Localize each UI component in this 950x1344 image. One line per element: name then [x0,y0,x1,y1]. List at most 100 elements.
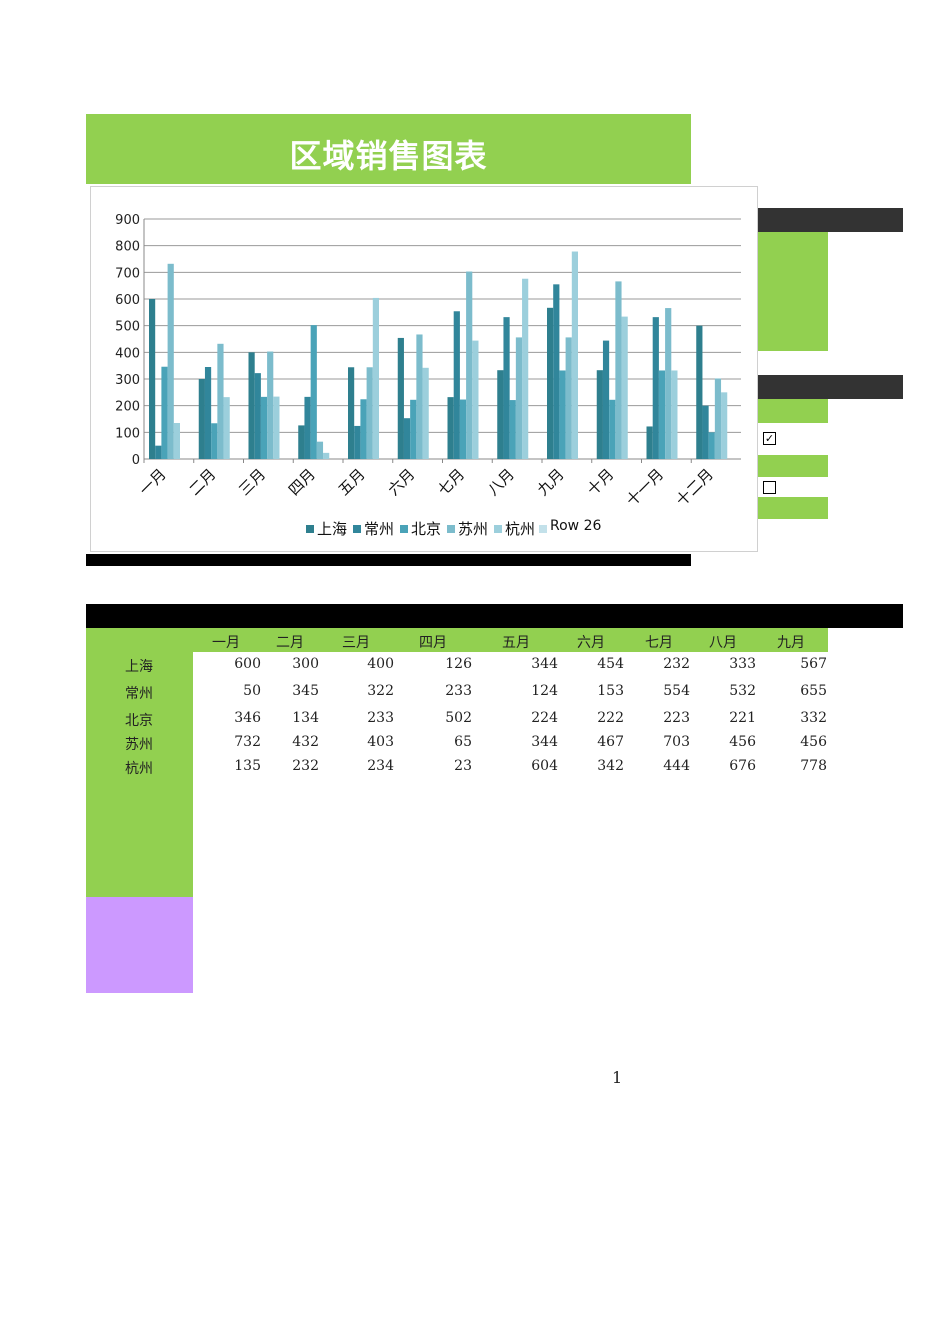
bar-杭州-六月 [422,367,429,459]
x-tick-label: 七月 [434,465,468,499]
bar-苏州-十月 [615,281,622,459]
bar-上海-七月 [447,397,454,459]
legend-swatch-杭州 [494,525,502,533]
bar-常州-十二月 [702,405,709,459]
table-cell: 456 [800,734,827,750]
legend-label: 北京 [411,520,441,538]
table-cell: 221 [729,710,756,726]
bar-苏州-二月 [217,343,224,459]
table-row-label: 常州 [125,686,153,702]
bar-北京-十一月 [658,370,666,459]
y-tick-label: 200 [115,400,140,415]
bar-杭州-五月 [372,297,379,459]
table-header-band [86,604,903,628]
bar-上海-二月 [198,379,205,459]
table-row-label-column [86,628,193,897]
legend-swatch-上海 [306,525,314,533]
table-column-header: 三月 [342,635,370,651]
checkbox-unchecked[interactable] [763,481,776,494]
bar-上海-六月 [397,337,404,459]
title-banner: 区域销售图表 [86,114,691,184]
bar-杭州-三月 [273,396,280,459]
y-tick-label: 0 [132,453,140,468]
table-cell: 135 [234,758,261,774]
table-cell: 65 [454,734,472,750]
bar-北京-七月 [459,399,467,459]
table-column-header: 二月 [276,635,304,651]
legend-label: 杭州 [505,520,535,538]
table-cell: 655 [800,683,827,699]
bar-苏州-六月 [416,334,423,459]
bar-苏州-四月 [316,441,324,459]
checkbox-checked[interactable]: ✓ [763,432,776,445]
table-cell: 232 [292,758,319,774]
x-tick-label: 一月 [136,465,170,499]
table-cell: 467 [597,734,624,750]
y-tick-label: 500 [115,320,140,335]
bar-苏州-八月 [515,337,523,459]
table-cell: 344 [531,656,558,672]
table-cell: 342 [597,758,624,774]
table-cell: 554 [663,683,690,699]
table-cell: 222 [597,710,624,726]
bar-杭州-十一月 [671,370,678,459]
bar-上海-八月 [497,370,504,459]
table-purple-block [86,897,193,993]
x-tick-label: 十一月 [623,465,668,510]
table-cell: 50 [243,683,261,699]
y-tick-label: 900 [115,213,140,228]
bar-杭州-八月 [522,278,529,459]
page-number: 1 [612,1068,623,1087]
table-cell: 332 [800,710,827,726]
table-cell: 124 [531,683,558,699]
side-panel-row-3 [758,497,828,519]
bar-上海-十月 [596,370,603,459]
bar-常州-九月 [553,284,560,459]
bar-苏州-一月 [167,263,174,459]
x-tick-label: 八月 [484,465,518,499]
bar-杭州-九月 [571,251,578,459]
table-column-header: 七月 [645,635,673,651]
bar-常州-五月 [354,425,361,459]
legend-swatch-北京 [400,525,408,533]
table-cell: 233 [445,683,472,699]
side-panel-block-1 [758,232,828,351]
table-cell: 153 [597,683,624,699]
legend-label: 常州 [364,520,394,538]
chart-bottom-bar [86,554,691,566]
y-tick-label: 700 [115,266,140,281]
table-cell: 532 [729,683,756,699]
bar-苏州-九月 [565,337,572,459]
table-column-header-row [193,628,828,652]
bar-常州-八月 [503,317,510,459]
table-cell: 444 [663,758,690,774]
table-column-header: 六月 [577,635,605,651]
bar-北京-八月 [509,400,516,459]
x-tick-label: 九月 [534,465,568,499]
side-panel-row-2 [758,455,828,477]
y-tick-label: 300 [115,373,140,388]
table-column-header: 四月 [419,635,447,651]
bar-上海-三月 [248,352,255,459]
legend-swatch-row26 [539,525,547,533]
table-cell: 300 [292,656,319,672]
bar-常州-四月 [304,396,311,459]
bar-北京-四月 [310,325,317,459]
y-tick-label: 400 [115,346,140,361]
bar-北京-二月 [211,423,218,459]
bar-常州-六月 [403,418,411,459]
table-cell: 233 [367,710,394,726]
table-cell: 346 [234,710,261,726]
bar-chart: 0 100 200 300 400 500 600 700 800 900 一月 二月 三月 四月 五月 六月… [115,213,741,538]
table-cell: 344 [531,734,558,750]
bar-北京-六月 [410,399,417,459]
bar-常州-二月 [204,367,212,459]
bar-常州-七月 [453,311,460,459]
bar-北京-十月 [609,399,616,459]
page-title: 区域销售图表 [289,137,488,175]
x-tick-label: 二月 [186,465,220,499]
table-cell: 403 [367,734,394,750]
x-tick-label: 十二月 [672,465,717,510]
table-cell: 345 [292,683,319,699]
table-cell: 454 [597,656,624,672]
